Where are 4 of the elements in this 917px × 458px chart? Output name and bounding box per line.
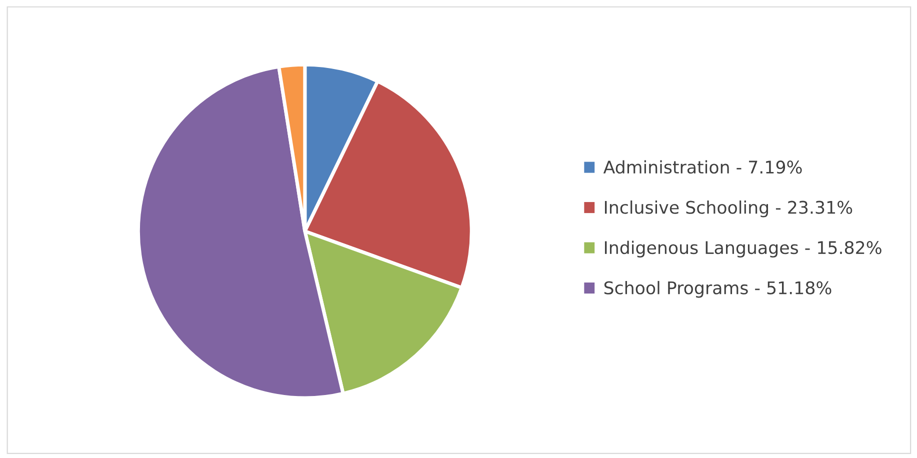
legend-label: Inclusive Schooling - 23.31% xyxy=(604,200,852,218)
legend-label: Administration - 7.19% xyxy=(603,160,802,174)
legend-label: School Programs - 51.18% xyxy=(604,280,832,298)
legend-label: Indigenous Languages - 15.82% xyxy=(604,240,882,258)
